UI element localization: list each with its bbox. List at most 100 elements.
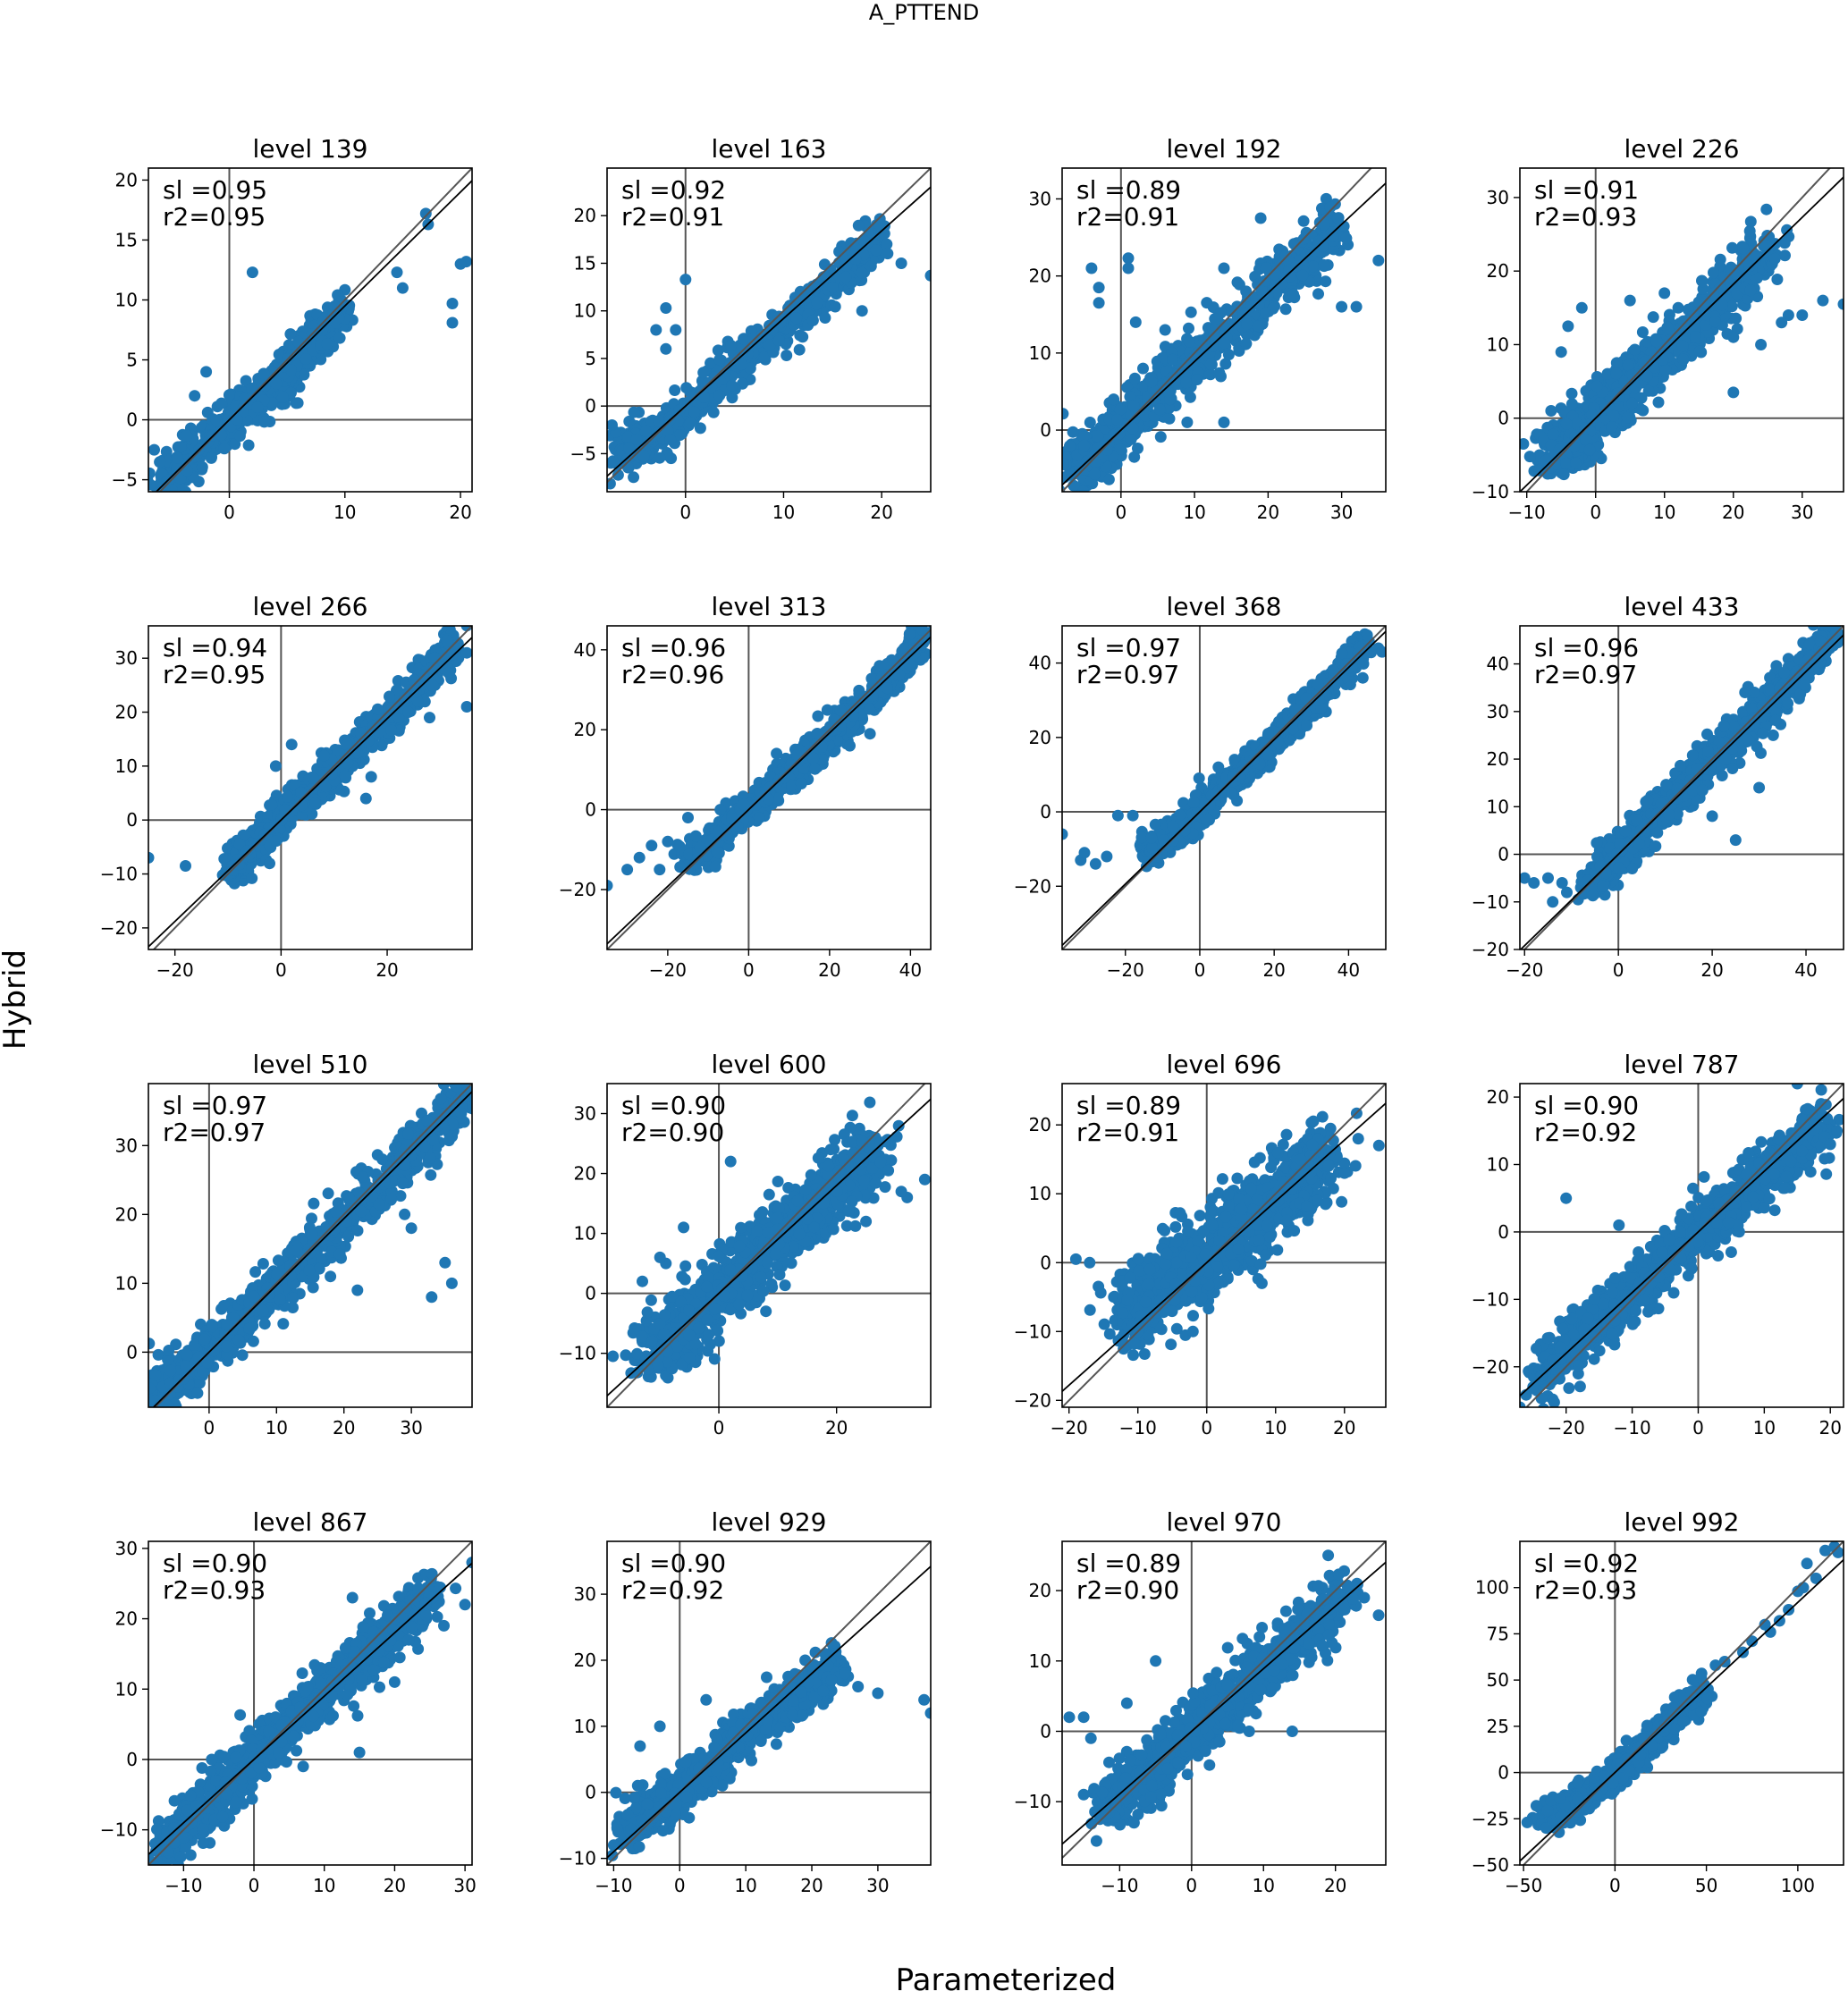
- data-point: [426, 679, 439, 692]
- data-point: [1641, 335, 1654, 348]
- scatter-points: [148, 207, 472, 492]
- data-point: [857, 234, 870, 247]
- data-point: [1730, 312, 1743, 325]
- data-point: [1606, 421, 1618, 434]
- outlier-point: [607, 880, 613, 891]
- data-point: [1626, 397, 1638, 409]
- y-tick-label: 10: [115, 755, 138, 777]
- y-tick-label: 20: [1029, 266, 1051, 287]
- x-tick-label: 0: [679, 502, 691, 523]
- data-point: [1580, 434, 1592, 445]
- data-point: [1114, 443, 1127, 455]
- data-point: [224, 421, 237, 433]
- outlier-point: [1129, 316, 1142, 328]
- data-point: [1560, 457, 1573, 469]
- data-point: [637, 450, 650, 462]
- x-tick-label: −10: [1508, 502, 1546, 523]
- data-point: [1240, 337, 1253, 350]
- data-point: [738, 798, 750, 811]
- outlier-point: [714, 804, 727, 816]
- data-point: [1208, 330, 1220, 342]
- data-point: [1743, 224, 1756, 237]
- data-point: [1279, 249, 1292, 262]
- data-point: [174, 441, 187, 453]
- data-point: [1690, 331, 1701, 342]
- outlier-point: [454, 257, 467, 270]
- data-point: [1062, 491, 1063, 492]
- data-point: [654, 451, 666, 464]
- data-point: [159, 491, 165, 492]
- data-point: [333, 332, 346, 344]
- data-point: [893, 669, 906, 681]
- data-point: [1092, 430, 1104, 443]
- data-point: [1284, 270, 1296, 283]
- data-point: [1591, 380, 1603, 392]
- x-tick-label: 0: [275, 959, 287, 981]
- axes-frame: [148, 167, 473, 493]
- data-point: [1213, 367, 1226, 379]
- data-point: [673, 429, 686, 442]
- y-tick-label: 5: [585, 348, 596, 369]
- x-tick-label: 0: [224, 502, 235, 523]
- data-point: [270, 835, 283, 848]
- outlier-point: [396, 282, 409, 294]
- panel-title: level 313: [712, 592, 827, 621]
- outlier-point: [1796, 309, 1809, 321]
- data-point: [1127, 400, 1140, 411]
- data-point: [669, 384, 681, 396]
- outlier-point: [402, 706, 415, 718]
- x-tick-label: 30: [1330, 502, 1353, 523]
- data-point: [300, 353, 312, 365]
- data-point: [1167, 353, 1178, 366]
- data-point: [1737, 242, 1750, 255]
- data-point: [840, 259, 853, 272]
- data-point: [1113, 427, 1126, 440]
- outlier-point: [180, 860, 191, 872]
- data-point: [818, 258, 831, 271]
- y-tick-label: 20: [115, 702, 138, 723]
- outlier-point: [285, 738, 298, 751]
- plot-area: [148, 168, 472, 492]
- data-point: [279, 804, 291, 816]
- data-point: [764, 339, 776, 351]
- data-point: [1725, 277, 1737, 290]
- outlier-point: [189, 390, 201, 402]
- panel-title: level 226: [1624, 134, 1740, 164]
- slope-annotation: sl =0.94: [163, 633, 267, 662]
- x-tick-label: 10: [772, 502, 795, 523]
- data-point: [689, 830, 702, 842]
- data-point: [826, 282, 839, 293]
- data-point: [1062, 408, 1069, 420]
- y-tick-label: −10: [100, 864, 138, 885]
- data-point: [251, 401, 264, 414]
- y-tick-label: 0: [126, 409, 138, 431]
- y-tick-label: −20: [100, 917, 138, 939]
- data-point: [1225, 305, 1237, 317]
- data-point: [674, 861, 687, 873]
- data-point: [811, 728, 823, 739]
- data-point: [1111, 414, 1124, 426]
- data-point: [1191, 374, 1203, 385]
- figure-ylabel: Hybrid: [0, 949, 33, 1050]
- data-point: [771, 747, 783, 760]
- r2-annotation: r2=0.95: [163, 202, 266, 232]
- data-point: [697, 392, 710, 403]
- fit-line: [155, 180, 472, 492]
- data-point: [240, 845, 253, 857]
- data-point: [1231, 276, 1244, 289]
- data-point: [1317, 258, 1329, 271]
- data-point: [328, 300, 341, 312]
- data-point: [1102, 473, 1115, 485]
- data-point: [713, 389, 726, 401]
- data-point: [1744, 284, 1757, 297]
- plot-area: [607, 168, 931, 492]
- y-tick-label: −20: [559, 879, 596, 900]
- data-point: [713, 847, 725, 859]
- data-point: [735, 359, 747, 371]
- outlier-point: [1658, 287, 1671, 300]
- figure-title: A_PTTEND: [869, 0, 979, 25]
- data-point: [1768, 252, 1781, 265]
- y-tick-label: 40: [574, 639, 596, 661]
- data-point: [1629, 343, 1641, 356]
- data-point: [1077, 431, 1090, 443]
